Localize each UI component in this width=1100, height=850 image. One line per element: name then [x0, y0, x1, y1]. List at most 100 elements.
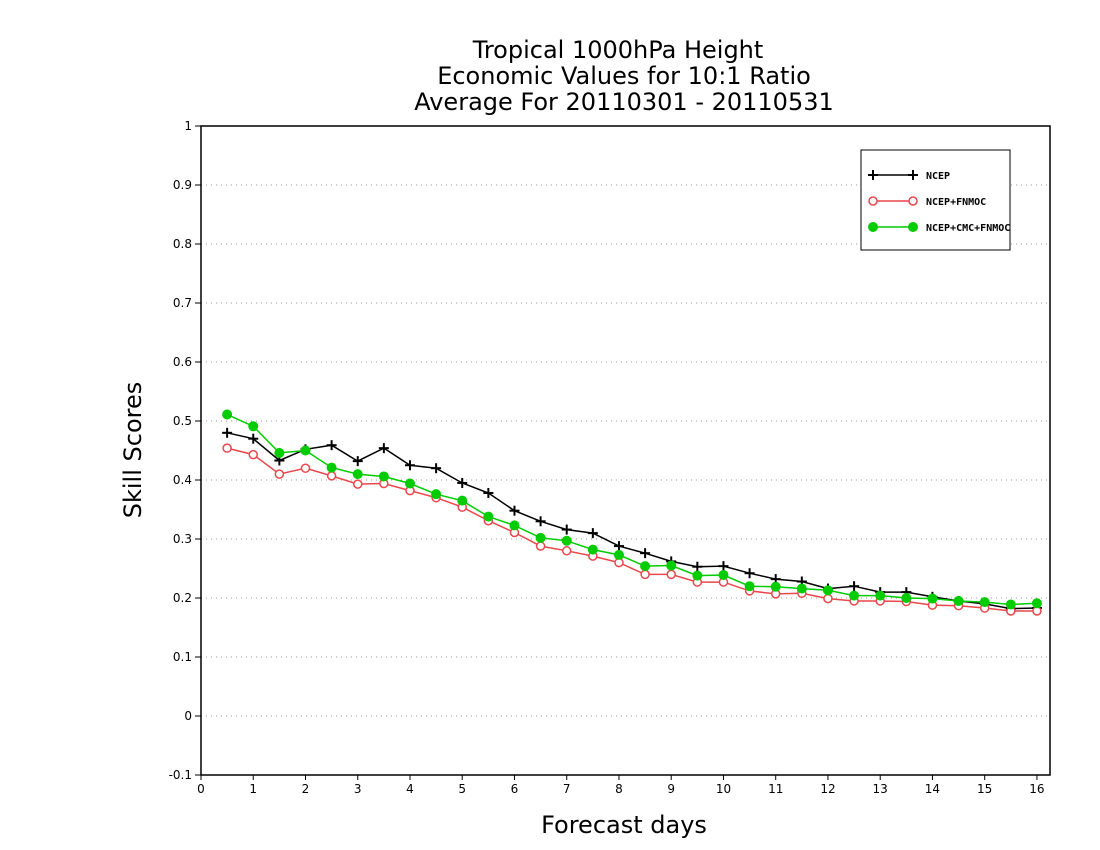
series-line [226, 413, 1037, 606]
title-line-1: Tropical 1000hPa Height [472, 36, 764, 64]
y-tick-label: 0.2 [173, 591, 192, 605]
data-point [1031, 598, 1042, 609]
x-tick-label: 8 [615, 782, 623, 796]
legend-marker [868, 196, 878, 206]
data-point [535, 532, 546, 543]
data-point [483, 487, 494, 498]
y-tick-label: 0 [184, 709, 192, 723]
data-point [326, 462, 337, 473]
data-point [561, 524, 572, 535]
data-point [875, 590, 886, 601]
x-tick-label: 9 [667, 782, 675, 796]
data-point [796, 583, 807, 594]
data-point [300, 463, 311, 473]
x-tick-label: 3 [354, 782, 362, 796]
legend-marker [868, 222, 878, 232]
legend-marker [908, 170, 918, 180]
data-point [927, 593, 938, 604]
x-tick-label: 0 [197, 782, 205, 796]
data-point [535, 541, 546, 551]
data-point [222, 443, 232, 453]
x-tick-label: 12 [820, 782, 835, 796]
data-point [222, 427, 233, 438]
data-point [404, 460, 415, 471]
x-tick-label: 4 [406, 782, 414, 796]
y-axis-label: Skill Scores [119, 382, 147, 519]
data-point [640, 548, 651, 559]
data-point [849, 590, 860, 601]
data-point [326, 471, 337, 481]
axis-ticks: -0.100.10.20.30.40.50.60.70.80.910 1 2 3 4 5 6… [169, 119, 1045, 796]
data-point [378, 471, 389, 482]
data-point [300, 445, 311, 456]
data-point [770, 581, 781, 592]
legend-label: NCEP+FNMOC [926, 197, 986, 208]
y-tick-label: 0.9 [173, 178, 192, 192]
series-3 [222, 409, 1042, 610]
data-point [561, 535, 572, 546]
x-axis-label: Forecast days [541, 811, 707, 839]
legend-marker [868, 170, 878, 180]
y-tick-label: 1 [184, 119, 192, 133]
series-line [226, 432, 1037, 610]
data-point [666, 560, 677, 571]
data-point [248, 433, 259, 444]
x-tick-label: 7 [563, 782, 571, 796]
title-line-3: Average For 20110301 - 20110531 [414, 88, 834, 116]
x-tick-label: 10 [716, 782, 731, 796]
legend: NCEP NCEP+FNMOC NCEP+CMC+FNMOC [860, 149, 1011, 251]
chart-title: Tropical 1000hPa Height Economic Values … [414, 36, 834, 116]
data-point [640, 561, 651, 572]
y-tick-label: 0.6 [173, 355, 192, 369]
y-tick-label: 0.4 [173, 473, 192, 487]
data-point [535, 516, 546, 527]
data-point [431, 463, 442, 474]
data-point [849, 581, 860, 592]
legend-entry-2: NCEP+FNMOC [868, 196, 986, 208]
data-point [483, 511, 494, 522]
data-point [274, 447, 285, 458]
y-tick-label: 0.8 [173, 237, 192, 251]
data-point [404, 478, 415, 489]
data-point [222, 409, 233, 420]
data-point [901, 593, 912, 603]
legend-entry-1: NCEP [868, 170, 950, 182]
data-point [587, 528, 598, 539]
legend-marker [908, 196, 918, 206]
y-tick-label: 0.5 [173, 414, 192, 428]
data-point [587, 544, 598, 555]
data-point [431, 489, 442, 500]
data-point [744, 568, 755, 579]
data-point [979, 597, 990, 608]
data-point [326, 440, 337, 451]
x-tick-label: 6 [511, 782, 519, 796]
series-1 [222, 427, 1042, 614]
data-point [823, 593, 833, 604]
data-point [352, 469, 363, 480]
legend-box [860, 149, 1011, 251]
y-tick-label: 0.7 [173, 296, 192, 310]
data-point [248, 421, 259, 432]
data-point [666, 569, 676, 580]
data-point [509, 520, 520, 531]
data-point [274, 469, 285, 479]
data-point [352, 456, 363, 467]
data-point [822, 585, 833, 596]
data-point [744, 581, 755, 592]
x-tick-label: 11 [768, 782, 783, 796]
series-layer [222, 409, 1042, 616]
data-point [692, 570, 703, 581]
data-point [1005, 599, 1016, 610]
plot-frame [200, 125, 1051, 776]
x-tick-label: 16 [1029, 782, 1044, 796]
data-point [378, 443, 389, 454]
data-point [352, 479, 363, 489]
data-point [561, 546, 572, 556]
x-tick-label: 13 [873, 782, 888, 796]
x-tick-label: 1 [249, 782, 257, 796]
x-tick-label: 14 [925, 782, 940, 796]
data-point [640, 569, 650, 580]
data-point [718, 561, 729, 572]
data-point [953, 595, 964, 606]
